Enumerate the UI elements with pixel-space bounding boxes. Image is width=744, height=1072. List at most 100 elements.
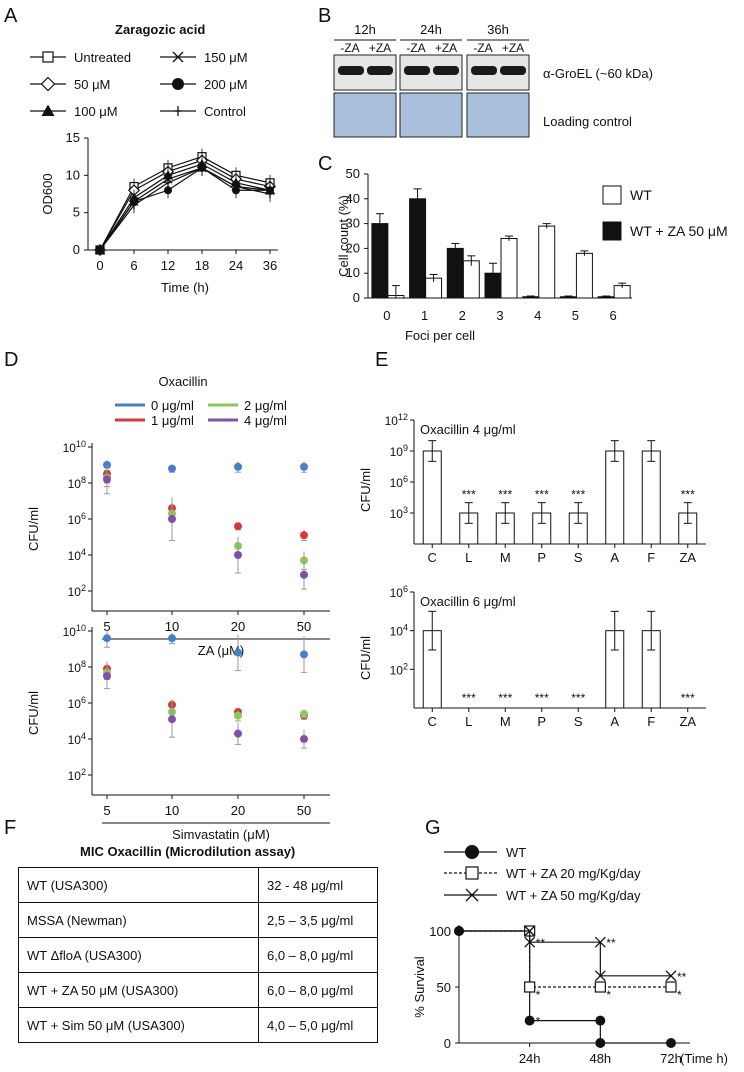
a-point-5-2 [165,178,171,187]
c-ylabel: Cell count (%) [336,195,351,277]
g-point-0-5-shape [666,1038,676,1048]
legend-a-marker-0 [42,51,54,63]
g-point-2-3-b [594,936,606,948]
ebot-xtick-label-0: C [428,714,437,729]
g-xtick-label-0: 24h [519,1051,541,1066]
dsim-point-0-0 [103,634,111,643]
ebot-sig-1: *** [462,691,476,705]
c-xtick-label-5: 5 [572,308,579,323]
panel-a-title: Zaragozic acid [115,22,205,37]
legend-a-label-5: Control [204,104,246,119]
legend-a-label-0: Untreated [74,50,131,65]
b-band-label: α-GroEL (~60 kDa) [543,66,653,81]
c-xtick-label-4: 4 [534,308,541,323]
etop-xtick-label-0: C [428,550,437,565]
panel-letter-f: F [4,817,16,839]
c-ytick-label-3: 30 [346,216,360,231]
g-legend-marker-1 [465,866,479,880]
a-xtick-label-0: 0 [96,258,103,273]
dza-point-1-3 [300,531,308,540]
g-annot-0-2: * [536,1015,541,1029]
g-ytick-label-1: 50 [437,980,451,995]
c-xtick-label-1: 1 [421,308,428,323]
panel-letter-b: B [318,5,331,27]
dsim-ytick-label-0: 102 [68,767,86,783]
b-lane-minus-2: -ZA [473,41,492,55]
g-legend-marker-0 [465,845,479,859]
b-lane-minus-1: -ZA [406,41,425,55]
g-ytick-label-2: 100 [429,924,451,939]
mic-value: 6,0 – 8,0 μg/ml [258,972,378,1008]
etop-ytick-label-2: 109 [390,443,408,459]
legend-a-marker-3-b [172,51,184,63]
mic-value: 4,0 – 5,0 μg/ml [258,1007,378,1043]
dza-point-3-1 [168,515,176,523]
etop-bar-0 [422,450,442,545]
ebot-xtick-label-7: ZA [679,714,696,729]
b-band-plus-2 [500,66,526,75]
b-band-plus-1 [433,66,459,75]
g-point-0-4-shape [595,1038,606,1048]
a-xlabel: Time (h) [161,280,209,295]
dsim-point-0-1 [168,634,176,643]
panel-letter-d: D [4,349,18,371]
ebot-xtick-label-5: A [610,714,619,729]
legend-a-marker-1-shape [40,76,56,92]
b-timepoint-1: 24h [420,22,442,37]
a-xtick-label-4: 24 [229,258,243,273]
mic-row: MSSA (Newman) 2,5 – 3,5 μg/ml [18,902,378,938]
c-legend-swatch-1 [602,221,622,241]
dsim-point-0-2 [234,648,242,657]
c-legend-label-1: WT + ZA 50 μM [630,223,728,239]
b-band-minus-1 [404,66,430,75]
legend-a-marker-0-shape [42,51,54,63]
g-point-0-4 [595,1038,606,1048]
d-legend-label-3: 4 μg/ml [244,413,287,428]
dza-ytick-label-1: 104 [68,547,86,563]
mic-strain: WT (USA300) [18,867,259,903]
dsim-ytick-label-1: 104 [68,731,86,747]
dza-ytick-label-0: 102 [68,583,86,599]
a-ytick-label-1: 5 [73,205,80,220]
mic-strain: MSSA (Newman) [18,902,259,938]
g-point-0-2-shape [524,1015,535,1026]
g-legend-marker-2 [465,888,479,902]
b-lane-plus-1: +ZA [435,41,457,55]
c-bar-1-1 [409,198,427,299]
etop-xtick-label-2: M [500,550,511,565]
legend-a-marker-3 [172,51,184,63]
etop-xtick-label-3: P [537,550,546,565]
panel-c-chart: 0 10 20 30 40 50 0 1 2 3 4 5 6 Foci per cell Cell coun… [336,166,728,343]
dza-point-1-2 [234,522,242,531]
etop-sig-4: *** [571,488,585,502]
a-series-line-0 [99,156,271,251]
ebot-xtick-label-3: P [537,714,546,729]
panel-letter-e: E [375,349,388,371]
b-loading-label: Loading control [543,114,632,129]
b-loading-2 [466,92,530,138]
g-annot-2-2: ** [536,936,546,950]
c-xtick-label-3: 3 [496,308,503,323]
etop-xtick-label-1: L [465,550,472,565]
a-ylabel: OD600 [40,173,55,214]
dza-xtick-label-0: 5 [103,619,110,634]
legend-a-marker-2-shape [41,104,55,116]
d-legend-label-0: 0 μg/ml [151,398,194,413]
panel-e-charts: 103 106 109 1012 Oxacillin 4 μg/ml CFU/ml C L **… [358,412,706,729]
d-legend-title: Oxacillin [158,374,207,389]
g-ylabel: % Survival [412,956,427,1018]
panel-letter-a: A [4,5,18,27]
g-point-0-3-shape [595,1015,606,1026]
ebot-ytick-label-1: 104 [390,623,408,639]
a-xtick-label-1: 6 [130,258,137,273]
g-xtick-label-1: 48h [589,1051,611,1066]
etop-xtick-label-5: A [610,550,619,565]
mic-row: WT + Sim 50 μM (USA300) 4,0 – 5,0 μg/ml [18,1007,378,1043]
dsim-point-0-3 [300,650,308,659]
mic-value: 2,5 – 3,5 μg/ml [258,902,378,938]
etop-xtick-label-6: F [647,550,655,565]
c-xlabel: Foci per cell [405,328,475,343]
dza-point-0-3 [300,462,308,471]
